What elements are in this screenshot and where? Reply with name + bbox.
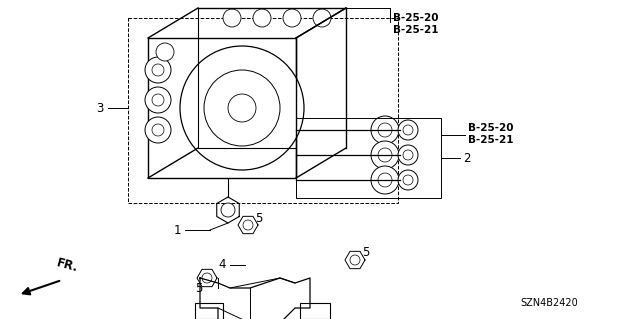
Circle shape (145, 117, 171, 143)
Circle shape (152, 64, 164, 76)
Bar (128, 18, 398, 203)
Circle shape (378, 173, 392, 187)
Circle shape (223, 9, 241, 27)
Bar (148, 38, 296, 178)
Text: FR.: FR. (55, 257, 79, 275)
Circle shape (243, 220, 253, 230)
Circle shape (283, 9, 301, 27)
Circle shape (398, 120, 418, 140)
Text: 5: 5 (195, 281, 202, 294)
Circle shape (398, 145, 418, 165)
Circle shape (403, 125, 413, 135)
Circle shape (403, 150, 413, 160)
Circle shape (378, 123, 392, 137)
Text: B-25-20: B-25-20 (468, 123, 513, 133)
Circle shape (371, 141, 399, 169)
Circle shape (350, 255, 360, 265)
Text: 5: 5 (255, 211, 262, 225)
Bar (296, 118, 441, 198)
Text: 3: 3 (97, 101, 104, 115)
Bar (195, 303, 223, 319)
Circle shape (204, 70, 280, 146)
Text: B-25-20: B-25-20 (393, 13, 438, 23)
Text: SZN4B2420: SZN4B2420 (520, 298, 578, 308)
Circle shape (152, 124, 164, 136)
Circle shape (145, 87, 171, 113)
Circle shape (313, 9, 331, 27)
Circle shape (180, 46, 304, 170)
Circle shape (145, 57, 171, 83)
Circle shape (253, 9, 271, 27)
Circle shape (228, 94, 256, 122)
Circle shape (221, 203, 235, 217)
Text: 5: 5 (362, 247, 369, 259)
Circle shape (398, 170, 418, 190)
Text: 1: 1 (173, 224, 181, 236)
Circle shape (378, 148, 392, 162)
Text: B-25-21: B-25-21 (393, 25, 438, 35)
Text: 4: 4 (218, 258, 226, 271)
Bar (300, 303, 330, 319)
Circle shape (202, 273, 212, 283)
Circle shape (371, 116, 399, 144)
Circle shape (403, 175, 413, 185)
Circle shape (156, 43, 174, 61)
Text: 2: 2 (463, 152, 470, 165)
Circle shape (152, 94, 164, 106)
Circle shape (371, 166, 399, 194)
Text: B-25-21: B-25-21 (468, 135, 513, 145)
